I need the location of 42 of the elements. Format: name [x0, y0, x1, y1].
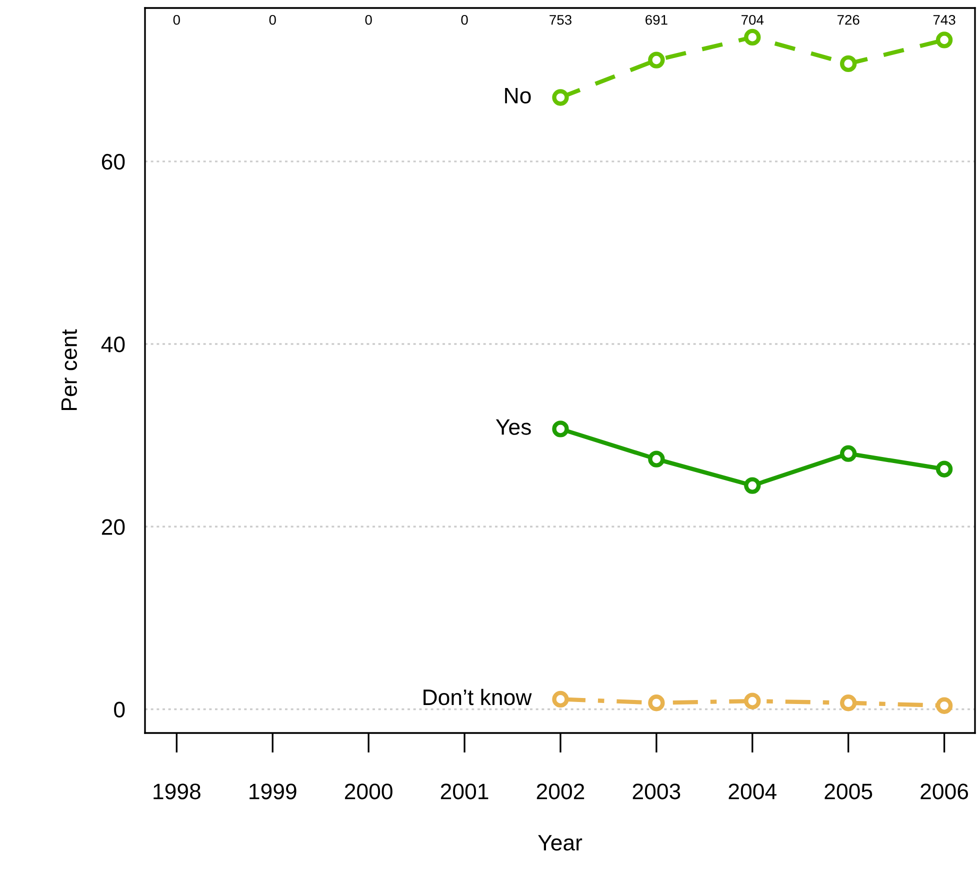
- series-label: Don’t know: [424, 688, 532, 706]
- point: [936, 697, 953, 714]
- x-tick-label: 2006: [920, 784, 968, 800]
- annotation: 0: [173, 14, 180, 25]
- x-tick-label: 2004: [728, 784, 776, 800]
- x-tick-label: 2003: [632, 784, 680, 800]
- y-tick-label: 20: [102, 519, 125, 535]
- point: [648, 694, 665, 712]
- point: [744, 28, 761, 46]
- annotation: 726: [837, 14, 860, 25]
- point: [552, 89, 569, 106]
- x-tick-label: 1999: [250, 784, 296, 800]
- y-tick-label: 40: [101, 336, 125, 352]
- x-tick-label: 2002: [536, 784, 584, 800]
- y-tick-label: 60: [102, 154, 125, 170]
- point: [840, 694, 857, 712]
- x-tick-label: 2005: [824, 784, 872, 800]
- series-label: No: [505, 88, 531, 104]
- annotation: 0: [365, 14, 372, 25]
- annotation: 0: [461, 14, 468, 25]
- x-tick-label: 2000: [344, 784, 392, 800]
- x-axis-title: Year: [538, 835, 582, 851]
- series-label: Yes: [496, 419, 531, 435]
- annotation: 691: [646, 14, 668, 25]
- point: [840, 445, 857, 462]
- y-tick-label: 0: [114, 702, 125, 718]
- annotation: 743: [933, 14, 956, 25]
- y-axis-title: Per cent: [61, 329, 78, 410]
- point: [936, 32, 953, 48]
- annotation: 704: [742, 14, 764, 25]
- annotation: 753: [550, 14, 572, 25]
- point: [552, 690, 569, 708]
- point: [744, 692, 761, 710]
- x-tick-label: 2001: [440, 784, 488, 800]
- point: [840, 55, 857, 72]
- point: [936, 460, 953, 478]
- point: [552, 420, 569, 438]
- annotation: 0: [269, 14, 276, 25]
- x-tick-label: 1998: [154, 784, 200, 800]
- point: [744, 477, 761, 494]
- point: [648, 52, 665, 68]
- point: [648, 450, 665, 468]
